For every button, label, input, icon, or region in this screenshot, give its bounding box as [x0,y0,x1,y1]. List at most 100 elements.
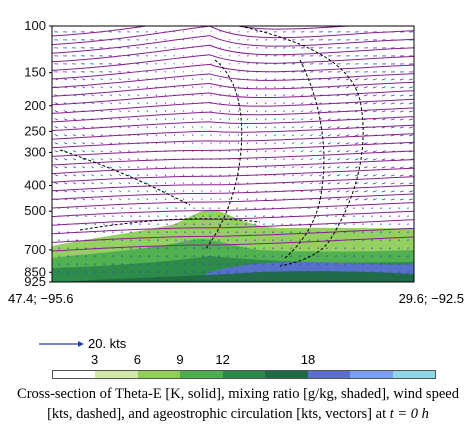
vector-arrow [63,166,68,169]
vector-arrow [155,134,158,137]
vector-arrow [381,118,386,121]
vector-arrow [100,86,104,89]
vector-arrow [345,86,350,89]
vector-arrow [390,198,395,201]
vector-arrow [109,102,113,105]
vector-arrow [127,86,131,89]
colorbar-segment [95,371,138,378]
vector-arrow [336,126,341,129]
vector-arrow [146,118,149,121]
vector-arrow [63,190,68,193]
vector-arrow [81,126,86,129]
vector-arrow [399,182,404,185]
vector-arrow [183,134,185,137]
vector-arrow [309,174,313,177]
vector-arrow [91,190,95,193]
vector-arrow [173,134,176,137]
vector-arrow [109,110,113,113]
vector-arrow [81,78,86,81]
vector-arrow [164,102,167,105]
y-tick-label: 200 [24,98,46,113]
vector-arrow [399,86,404,89]
vector-arrow [390,166,395,169]
vector-arrow [318,134,322,137]
colorbar-tick-label: 9 [176,352,184,367]
vector-arrow [109,174,113,177]
vector-arrow [164,142,167,145]
vector-arrow [264,102,267,105]
vector-arrow [354,158,359,161]
y-tick-label: 850 [24,264,46,279]
vector-arrow [127,102,131,105]
vector-arrow [264,158,267,161]
vector-arrow [300,158,304,161]
vector-arrow [127,94,131,97]
vector-arrow [54,174,59,177]
vector-arrow [146,158,149,161]
vector-arrow [246,158,249,161]
vector-arrow [408,174,413,177]
vector-arrow [164,78,167,81]
vector-arrow [91,94,95,97]
vector-arrow [255,134,258,137]
vector-arrow [264,198,267,201]
vector-arrow [246,94,249,97]
vector-arrow [127,198,131,201]
vector-arrow [146,126,149,129]
vector-arrow [318,198,322,201]
vector-arrow [318,174,322,177]
vector-arrow [282,174,286,177]
vector-arrow [237,182,240,185]
vector-arrow [363,158,368,161]
colorbar-segment [222,371,266,378]
vector-arrow [309,182,313,185]
vector-arrow [246,134,249,137]
vector-arrow [237,94,240,97]
vector-arrow [155,174,158,177]
vector-arrow [372,94,377,97]
colorbar-segment [392,371,435,378]
vector-arrow [146,102,149,105]
vector-arrow [336,174,341,177]
vector-arrow [228,102,230,105]
vector-arrow [408,198,413,201]
vector-arrow [381,182,386,185]
vector-arrow [91,134,95,137]
vector-arrow [118,118,122,121]
vector-arrow [408,102,413,105]
vector-arrow [155,126,158,129]
vector-arrow [408,182,413,185]
vector-arrow [390,102,395,105]
vector-arrow [381,198,386,201]
vector-arrow [63,134,68,137]
vector-arrow [291,182,295,185]
vector-arrow [164,110,167,113]
vector-arrow [228,198,230,201]
vector-arrow [282,94,286,97]
vector-arrow [399,102,404,105]
vector-arrow [372,158,377,161]
vector-arrow [390,78,395,81]
vector-arrow [164,182,167,185]
colorbar: 3 6 9 12 18 [52,352,436,382]
vector-arrow [81,166,86,169]
vector-arrow [109,86,113,89]
vector-arrow [228,134,230,137]
vector-arrow [255,86,258,89]
colorbar-segment [137,371,181,378]
vector-arrow [354,86,359,89]
vector-arrow [354,78,359,81]
vector-arrow [246,86,249,89]
colorbar-segment [265,371,308,378]
vector-arrow [399,134,404,137]
vector-arrow [363,182,368,185]
vector-arrow [264,86,267,89]
vector-arrow [100,78,104,81]
vector-arrow [228,182,230,185]
vector-arrow [408,134,413,137]
vector-arrow [291,150,295,153]
vector-arrow [246,198,249,201]
vector-arrow [137,190,140,193]
vector-arrow [336,78,341,81]
colorbar-segment [180,371,223,378]
